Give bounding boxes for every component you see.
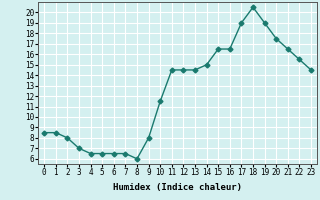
X-axis label: Humidex (Indice chaleur): Humidex (Indice chaleur): [113, 183, 242, 192]
